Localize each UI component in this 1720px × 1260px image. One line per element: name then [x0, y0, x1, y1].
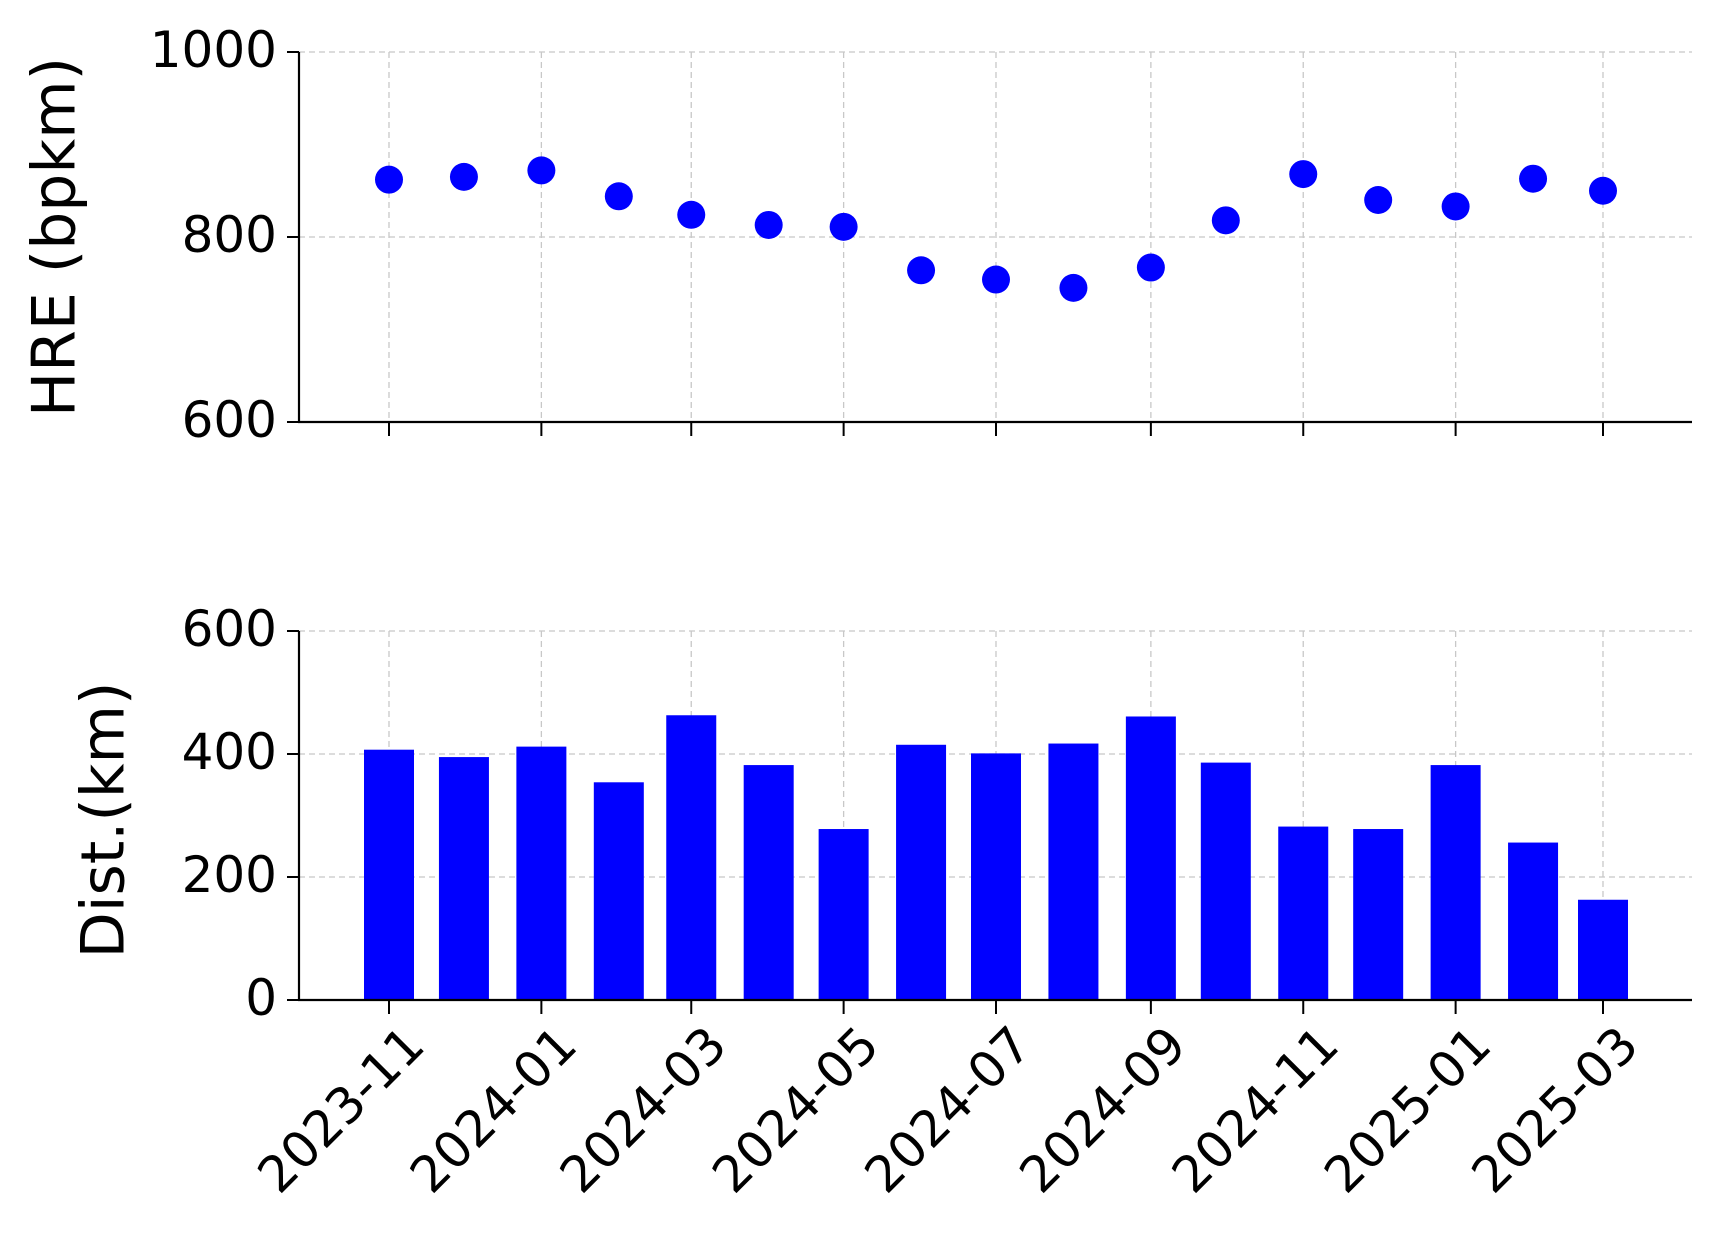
hre-point	[1589, 176, 1617, 205]
hre-point	[1289, 160, 1318, 189]
xtick-label: 2024-07	[854, 1015, 1043, 1204]
xtick-label: 2024-11	[1161, 1015, 1350, 1204]
dist-ytick-label: 200	[182, 846, 277, 904]
dist-bar	[1125, 716, 1176, 1000]
hre-panel: 600 800 1000 HRE (bpkm)	[20, 21, 1692, 449]
dist-ytick-label: 600	[182, 600, 277, 658]
dist-ytick-label: 0	[245, 969, 277, 1027]
hre-point	[449, 162, 478, 191]
hre-point	[1059, 273, 1088, 302]
hre-point	[982, 265, 1010, 294]
hre-point	[1364, 186, 1393, 214]
dist-bar	[1508, 842, 1559, 1000]
dist-bar	[1578, 899, 1628, 1000]
hre-point	[1441, 192, 1470, 221]
hre-point	[829, 212, 858, 241]
dist-bar	[593, 782, 644, 1000]
dist-ytick-label: 400	[182, 723, 277, 781]
dist-panel: 0 200 400 600 Dist.(km)	[69, 600, 1692, 1027]
hre-ytick-label: 1000	[150, 21, 277, 79]
xtick-label: 2023-11	[247, 1015, 436, 1204]
hre-point	[527, 156, 556, 185]
xtick-label: 2024-09	[1009, 1015, 1198, 1204]
dist-bar	[1430, 765, 1481, 1000]
dist-bar	[1278, 826, 1329, 1000]
hre-point	[677, 200, 706, 229]
hre-y-axis-title: HRE (bpkm)	[20, 57, 90, 417]
hre-point	[604, 182, 633, 211]
hre-point	[1519, 164, 1548, 193]
hre-ytick-label: 600	[182, 391, 277, 449]
hre-point	[375, 165, 403, 194]
hre-point	[1136, 253, 1165, 282]
dist-y-axis-title: Dist.(km)	[69, 682, 139, 959]
dist-bar	[364, 749, 414, 1000]
hre-point	[754, 210, 783, 239]
dist-bar	[666, 715, 717, 1000]
dist-bar	[818, 829, 869, 1000]
hre-point	[907, 256, 936, 285]
hre-ytick-label: 800	[182, 206, 277, 264]
dist-bar	[971, 753, 1021, 1000]
dist-bar	[516, 746, 567, 1000]
dist-bar	[896, 744, 947, 1000]
dist-bar	[1200, 762, 1251, 1000]
hre-point	[1211, 206, 1240, 235]
dist-bar	[438, 757, 489, 1000]
xtick-label: 2024-05	[701, 1015, 890, 1204]
xtick-label: 2024-03	[549, 1015, 738, 1204]
dist-bar	[1353, 829, 1404, 1000]
dist-bar	[743, 765, 794, 1000]
dist-bar	[1048, 743, 1099, 1000]
xtick-label: 2024-01	[399, 1015, 588, 1204]
